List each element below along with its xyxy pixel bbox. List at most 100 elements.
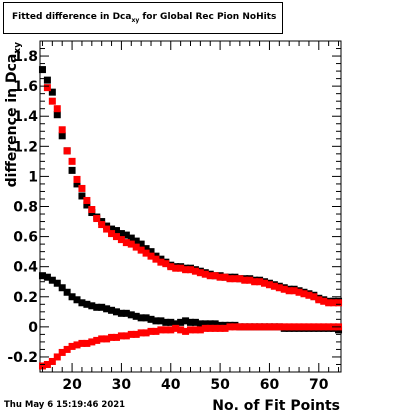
data-point-series-3 — [38, 362, 46, 370]
data-point-series-3 — [275, 323, 283, 331]
data-point-series-3 — [285, 323, 293, 331]
data-point-series-2 — [53, 279, 61, 287]
data-point-series-1 — [132, 243, 140, 251]
data-point-series-3 — [122, 332, 130, 340]
data-point-series-2 — [68, 293, 76, 301]
data-point-series-3 — [162, 326, 170, 334]
y-tick-label: -0.2 — [7, 350, 38, 366]
data-point-series-0 — [53, 111, 61, 119]
y-axis-label: difference in Dcaxy — [4, 42, 23, 188]
x-tick-label: 20 — [62, 377, 82, 393]
data-point-series-2 — [103, 305, 111, 313]
data-point-series-1 — [48, 97, 56, 105]
data-point-series-1 — [275, 284, 283, 292]
data-point-series-1 — [285, 287, 293, 295]
data-point-series-1 — [236, 275, 244, 283]
data-point-series-3 — [137, 329, 145, 337]
data-point-series-1 — [290, 287, 298, 295]
data-point-series-3 — [103, 335, 111, 343]
data-point-series-1 — [98, 221, 106, 229]
data-point-series-0 — [117, 230, 125, 238]
data-point-series-1 — [201, 270, 209, 278]
data-point-series-2 — [142, 314, 150, 322]
data-point-series-1 — [58, 126, 66, 134]
data-point-series-1 — [93, 215, 101, 223]
data-point-series-1 — [147, 252, 155, 260]
data-point-series-2 — [196, 320, 204, 328]
data-point-series-3 — [63, 345, 71, 353]
data-point-series-0 — [142, 245, 150, 253]
data-point-series-2 — [112, 308, 120, 316]
data-point-series-3 — [112, 333, 120, 341]
data-point-series-3 — [251, 323, 259, 331]
data-point-series-0 — [83, 201, 91, 209]
data-point-series-2 — [177, 318, 185, 326]
chart-title: Fitted difference in Dcaxy for Global Re… — [12, 12, 276, 24]
data-point-series-3 — [98, 335, 106, 343]
data-point-series-1 — [300, 290, 308, 298]
data-point-series-2 — [211, 320, 219, 328]
data-point-series-1 — [246, 276, 254, 284]
data-point-series-1 — [211, 272, 219, 280]
data-point-series-3 — [172, 324, 180, 332]
data-point-series-3 — [177, 326, 185, 334]
data-point-series-2 — [167, 318, 175, 326]
data-point-series-0 — [147, 248, 155, 256]
data-point-series-3 — [246, 323, 254, 331]
data-point-series-1 — [295, 288, 303, 296]
data-point-series-0 — [43, 76, 51, 84]
data-point-series-3 — [231, 323, 239, 331]
data-point-series-3 — [201, 324, 209, 332]
data-point-series-3 — [58, 348, 66, 356]
data-point-series-1 — [270, 282, 278, 290]
data-point-series-3 — [216, 324, 224, 332]
data-point-series-3 — [108, 333, 116, 341]
data-point-series-1 — [167, 263, 175, 271]
x-tick-label: 50 — [210, 377, 230, 393]
data-point-series-3 — [48, 357, 56, 365]
data-point-series-1 — [127, 240, 135, 248]
data-point-series-0 — [137, 240, 145, 248]
y-axis-label-subscript: xy — [13, 42, 23, 54]
data-point-series-1 — [226, 275, 234, 283]
y-axis-label-main: difference in Dca — [4, 54, 20, 188]
data-point-series-3 — [182, 327, 190, 335]
data-point-series-1 — [251, 278, 259, 286]
data-point-series-2 — [58, 284, 66, 292]
data-point-series-3 — [73, 341, 81, 349]
data-point-series-3 — [147, 327, 155, 335]
data-point-series-1 — [261, 279, 269, 287]
data-point-series-2 — [73, 296, 81, 304]
data-point-series-3 — [315, 323, 323, 331]
data-point-series-3 — [290, 323, 298, 331]
data-point-series-1 — [315, 296, 323, 304]
x-axis-label: No. of Fit Points — [212, 398, 340, 414]
y-tick-label: 0.6 — [13, 230, 38, 246]
data-point-series-1 — [112, 233, 120, 241]
data-point-series-3 — [305, 323, 313, 331]
data-point-series-0 — [48, 88, 56, 96]
data-point-series-3 — [325, 323, 333, 331]
data-point-series-0 — [68, 166, 76, 174]
data-point-series-3 — [167, 326, 175, 334]
data-point-series-2 — [127, 311, 135, 319]
data-point-series-1 — [73, 175, 81, 183]
data-point-series-3 — [295, 323, 303, 331]
data-point-series-3 — [206, 324, 214, 332]
data-point-series-0 — [108, 225, 116, 233]
data-point-series-0 — [127, 234, 135, 242]
data-point-series-0 — [112, 227, 120, 235]
data-point-series-1 — [63, 147, 71, 155]
data-point-series-1 — [310, 293, 318, 301]
data-point-series-1 — [137, 246, 145, 254]
data-point-series-3 — [83, 339, 91, 347]
data-point-series-3 — [53, 353, 61, 361]
data-point-series-1 — [206, 272, 214, 280]
data-point-series-3 — [88, 338, 96, 346]
data-point-series-3 — [196, 326, 204, 334]
data-point-series-1 — [330, 299, 338, 307]
data-point-series-1 — [162, 260, 170, 268]
data-point-series-1 — [142, 249, 150, 257]
y-tick-label: 1.6 — [13, 79, 38, 95]
